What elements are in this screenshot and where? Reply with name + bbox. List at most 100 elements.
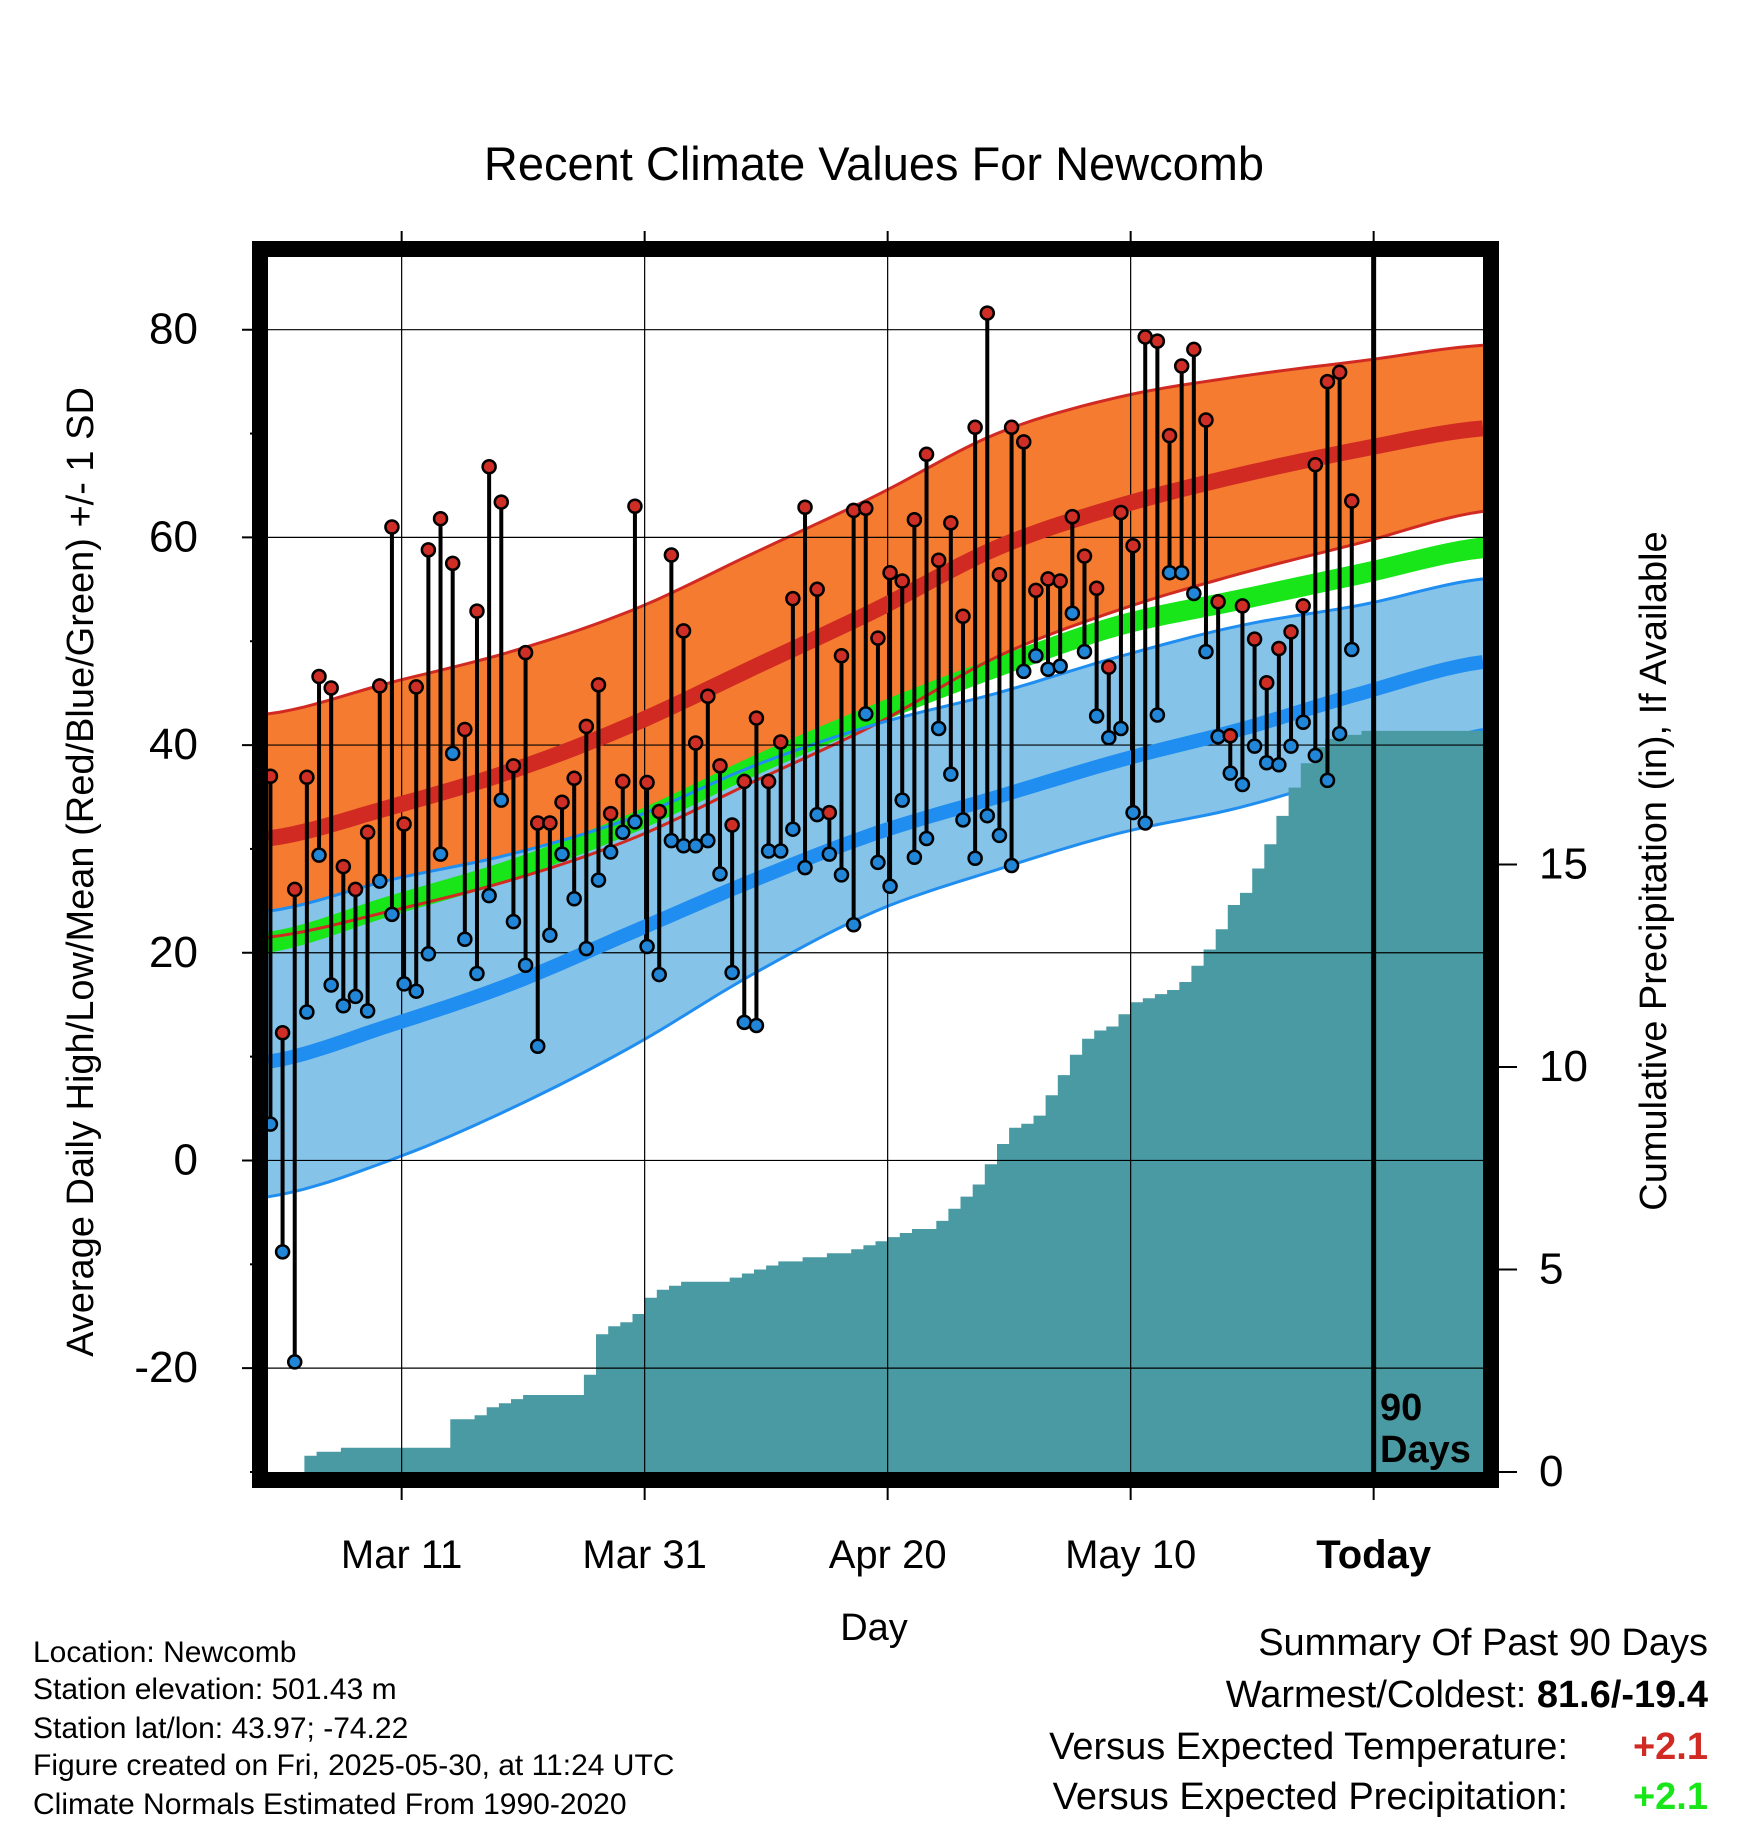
daily-low-point [906,849,923,865]
daily-low-point [299,1004,315,1020]
daily-high-point [870,630,886,646]
today-label-days-count: 90 [1380,1387,1422,1429]
daily-high-point [554,794,570,810]
daily-high-point [845,502,862,519]
daily-high-point [384,519,400,535]
summary-temp-label: Versus Expected Temperature: [1049,1726,1568,1768]
daily-high-point [602,805,619,822]
daily-high-point [1173,358,1190,374]
daily-high-point [797,499,813,516]
daily-high-point [457,721,473,738]
daily-low-point [529,1038,546,1054]
y2-axis-label: Cumulative Precipitation (in), If Availa… [1633,531,1675,1210]
daily-high-point [700,688,716,705]
daily-high-point [566,770,582,787]
mean-band [268,537,1483,953]
daily-high-point [1149,333,1166,349]
daily-low-point [347,988,364,1005]
low-sd-upper-line [267,577,1484,913]
daily-high-point [955,608,971,625]
daily-high-point [1125,537,1141,554]
daily-low-point [542,927,558,943]
daily-high-point [1113,504,1129,521]
y-tick-label: 40 [149,720,198,769]
daily-low-point [1003,857,1020,874]
daily-high-point [651,803,667,820]
daily-low-point [1307,747,1324,764]
daily-high-point [943,515,959,531]
daily-high-point [882,564,898,581]
daily-low-point [1295,714,1311,730]
daily-low-point [615,824,631,841]
summary-title: Summary Of Past 90 Days [1258,1622,1708,1664]
daily-high-point [444,555,461,572]
daily-low-point [882,878,898,895]
daily-low-point [651,966,667,983]
daily-low-point [845,916,862,933]
daily-low-point [323,977,339,993]
daily-high-point [615,773,631,790]
daily-high-point [1295,598,1311,614]
daily-low-point [772,843,789,859]
x-tick-label: Mar 31 [582,1533,707,1577]
low-sd-lower-line [267,728,1484,1199]
daily-high-point [967,419,983,436]
daily-low-point [1101,730,1117,746]
daily-low-point [1234,776,1251,793]
daily-high-point [372,678,388,694]
daily-low-point [1344,641,1360,658]
daily-high-point [590,677,607,693]
summary-precip-label: Versus Expected Precipitation: [1052,1776,1568,1818]
summary-warmest-value: 81.6/-19.4 [1536,1674,1708,1716]
daily-high-point [894,573,910,589]
x-tick-label: Apr 20 [829,1533,947,1577]
daily-low-point [359,1003,376,1019]
daily-high-point [432,510,449,527]
daily-low-point [602,844,619,860]
daily-low-point [481,887,497,904]
daily-low-point [311,847,327,863]
daily-low-point [700,832,716,849]
summary-warmest-label: Warmest/Coldest: [1225,1674,1537,1716]
daily-high-point [274,1024,291,1041]
daily-high-point [906,511,923,528]
daily-low-point [1137,815,1153,831]
daily-high-point [760,773,777,790]
precip-area [268,730,1496,1472]
daily-low-point [444,745,461,762]
daily-low-point [1222,765,1239,781]
info-normals: Climate Normals Estimated From 1990-2020 [33,1788,627,1821]
daily-low-point [1125,804,1141,821]
daily-low-point [408,983,424,999]
daily-low-point [1186,585,1202,602]
daily-high-point [821,804,838,821]
daily-low-point [578,940,595,957]
daily-high-point [1088,580,1105,597]
daily-high-point [299,769,315,786]
daily-high-point [1015,434,1032,450]
daily-low-point [894,792,910,808]
daily-low-point [870,854,886,871]
daily-high-point [748,710,765,726]
daily-high-point [1344,493,1360,509]
daily-high-point [359,824,376,841]
daily-high-point [785,590,801,607]
daily-high-point [469,603,485,619]
daily-high-point [736,773,753,790]
daily-low-point [1173,564,1190,581]
x-tick-label: Mar 11 [341,1533,463,1577]
daily-low-point [1331,725,1348,742]
daily-high-point [858,500,874,517]
daily-low-point [274,1244,291,1260]
daily-low-point [1052,658,1068,674]
daily-low-point [967,850,983,867]
daily-high-point [918,446,935,463]
daily-low-point [432,846,449,862]
daily-low-point [1028,648,1044,664]
daily-low-point [627,814,643,830]
daily-low-point [809,806,825,823]
summary-warmest-coldest: Warmest/Coldest: 81.6/-19.4 [1226,1674,1708,1717]
daily-high-point [772,734,789,750]
daily-high-point [1258,675,1275,691]
daily-low-point [566,891,582,907]
